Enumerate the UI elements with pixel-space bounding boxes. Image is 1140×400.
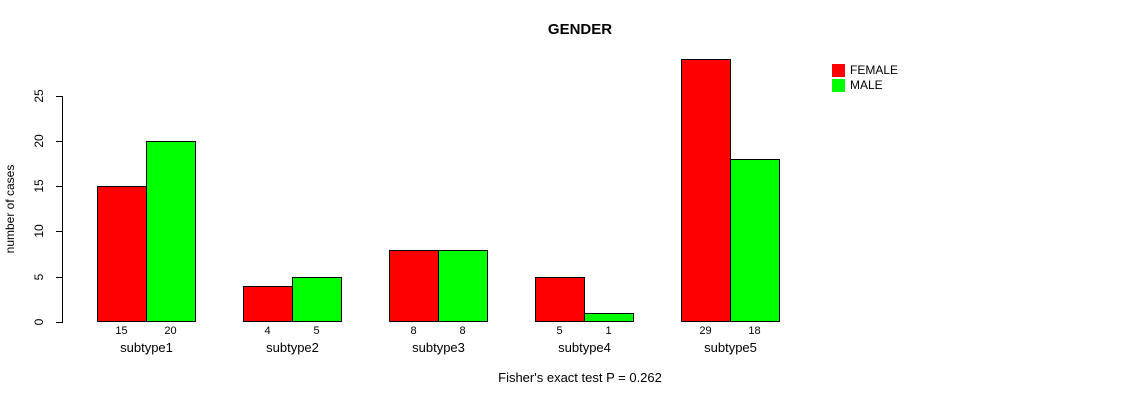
legend-item-male: MALE xyxy=(832,78,898,92)
y-tick-label: 0 xyxy=(32,318,46,326)
bar-male-subtype5 xyxy=(729,158,780,322)
y-tick xyxy=(56,95,62,97)
bar-value-label: 18 xyxy=(748,325,761,337)
bar-male-subtype1 xyxy=(145,140,196,322)
bar-female-subtype5 xyxy=(680,59,731,322)
x-category-label: subtype4 xyxy=(558,340,611,355)
bar-male-subtype2 xyxy=(291,276,342,322)
bar-female-subtype1 xyxy=(96,186,147,322)
x-category-label: subtype2 xyxy=(266,340,319,355)
y-tick xyxy=(56,140,62,142)
legend-swatch-female-icon xyxy=(832,63,845,77)
x-category-label: subtype3 xyxy=(412,340,465,355)
y-tick xyxy=(56,231,62,233)
bar-male-subtype4 xyxy=(583,312,634,322)
y-tick-label: 20 xyxy=(32,134,46,148)
bar-value-label: 20 xyxy=(164,325,177,337)
y-axis-title: number of cases xyxy=(3,164,17,254)
bar-value-label: 5 xyxy=(556,325,563,337)
bar-female-subtype4 xyxy=(534,276,585,322)
y-tick-label: 10 xyxy=(32,224,46,239)
y-tick xyxy=(56,276,62,278)
legend-swatch-male-icon xyxy=(832,78,845,92)
chart-title: GENDER xyxy=(547,21,613,38)
bar-value-label: 1 xyxy=(605,325,612,337)
legend-item-female: FEMALE xyxy=(832,63,898,77)
legend: FEMALE MALE xyxy=(832,63,898,93)
bar-male-subtype3 xyxy=(437,249,488,322)
x-category-label: subtype5 xyxy=(704,340,757,355)
bar-female-subtype3 xyxy=(388,249,439,322)
bar-value-label: 5 xyxy=(313,325,320,337)
y-tick xyxy=(56,186,62,188)
legend-label-female: FEMALE xyxy=(850,62,899,77)
bar-value-label: 8 xyxy=(459,325,466,337)
y-axis-line xyxy=(62,95,63,323)
bar-value-label: 15 xyxy=(115,325,128,337)
x-category-label: subtype1 xyxy=(120,340,173,355)
bar-value-label: 4 xyxy=(264,325,271,337)
y-tick-label: 5 xyxy=(32,273,46,281)
bar-value-label: 8 xyxy=(410,325,417,337)
y-tick-label: 25 xyxy=(32,88,46,103)
bar-value-label: 29 xyxy=(699,325,712,337)
footnote-fisher-test: Fisher's exact test P = 0.262 xyxy=(498,370,662,385)
y-tick xyxy=(56,322,62,323)
legend-label-male: MALE xyxy=(850,77,883,92)
y-tick-label: 15 xyxy=(32,179,46,193)
bar-female-subtype2 xyxy=(242,285,293,322)
